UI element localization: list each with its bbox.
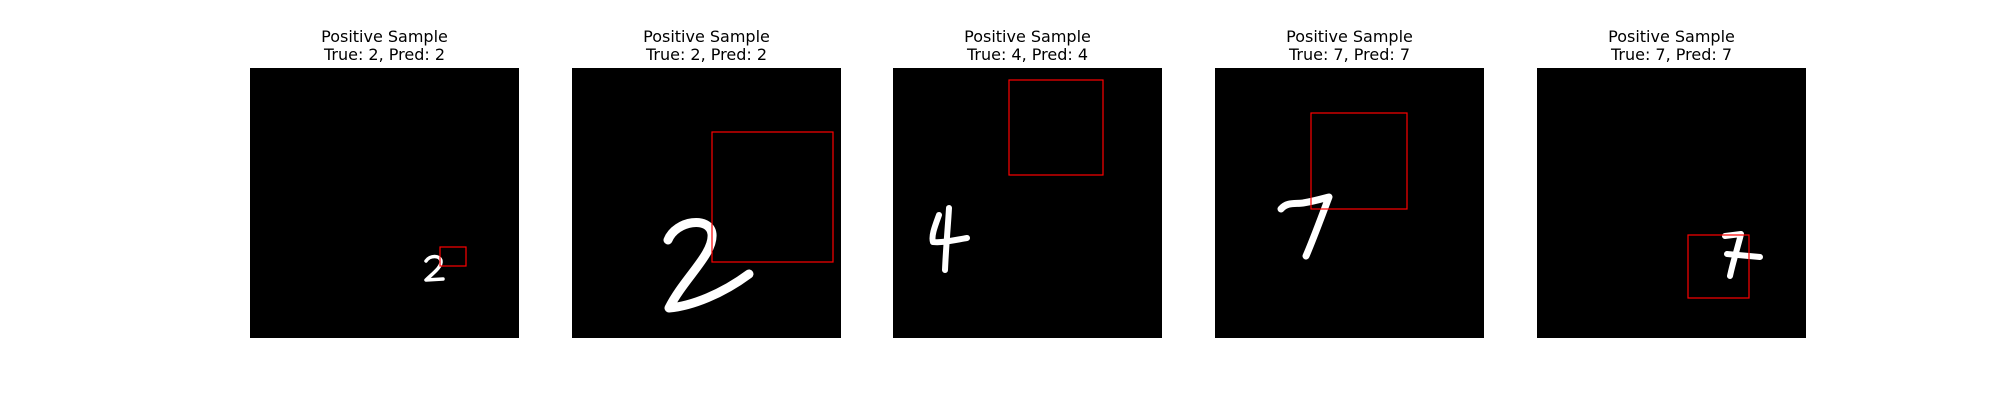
digit-stroke bbox=[1722, 231, 1763, 279]
bounding-box bbox=[711, 131, 834, 263]
panel-label: True: 2, Pred: 2 bbox=[645, 45, 768, 64]
panel-title: Positive Sample True: 4, Pred: 4 bbox=[893, 28, 1162, 66]
panel-label: True: 7, Pred: 7 bbox=[1610, 45, 1733, 64]
panel-title: Positive Sample True: 2, Pred: 2 bbox=[250, 28, 519, 66]
sample-panel-3: Positive Sample True: 4, Pred: 4 bbox=[893, 28, 1162, 338]
panel-heading: Positive Sample bbox=[643, 27, 770, 46]
sample-panel-1: Positive Sample True: 2, Pred: 2 bbox=[250, 28, 519, 338]
bounding-box bbox=[439, 246, 467, 267]
panel-heading: Positive Sample bbox=[321, 27, 448, 46]
panel-heading: Positive Sample bbox=[1286, 27, 1413, 46]
digit-stroke bbox=[424, 254, 445, 282]
panel-title: Positive Sample True: 7, Pred: 7 bbox=[1537, 28, 1806, 66]
digit-stroke bbox=[1277, 193, 1333, 260]
panel-title: Positive Sample True: 2, Pred: 2 bbox=[572, 28, 841, 66]
panel-label: True: 7, Pred: 7 bbox=[1288, 45, 1411, 64]
panel-heading: Positive Sample bbox=[964, 27, 1091, 46]
panel-label: True: 2, Pred: 2 bbox=[323, 45, 446, 64]
bounding-box bbox=[1310, 112, 1408, 210]
digit-image-canvas bbox=[1215, 68, 1484, 338]
digit-image-canvas bbox=[250, 68, 519, 338]
digit-stroke bbox=[929, 205, 970, 273]
sample-panel-4: Positive Sample True: 7, Pred: 7 bbox=[1215, 28, 1484, 338]
digit-image bbox=[1215, 68, 1484, 338]
digit-image-canvas bbox=[1537, 68, 1806, 338]
digit-image bbox=[1537, 68, 1806, 338]
panel-label: True: 4, Pred: 4 bbox=[966, 45, 1089, 64]
digit-image-canvas bbox=[572, 68, 841, 338]
bounding-box bbox=[1008, 79, 1104, 176]
panel-heading: Positive Sample bbox=[1608, 27, 1735, 46]
digit-image-canvas bbox=[893, 68, 1162, 338]
digit-image bbox=[250, 68, 519, 338]
bounding-box bbox=[1687, 234, 1750, 299]
sample-panel-2: Positive Sample True: 2, Pred: 2 bbox=[572, 28, 841, 338]
panel-title: Positive Sample True: 7, Pred: 7 bbox=[1215, 28, 1484, 66]
sample-panel-5: Positive Sample True: 7, Pred: 7 bbox=[1537, 28, 1806, 338]
digit-stroke bbox=[663, 218, 754, 313]
digit-image bbox=[572, 68, 841, 338]
digit-image bbox=[893, 68, 1162, 338]
